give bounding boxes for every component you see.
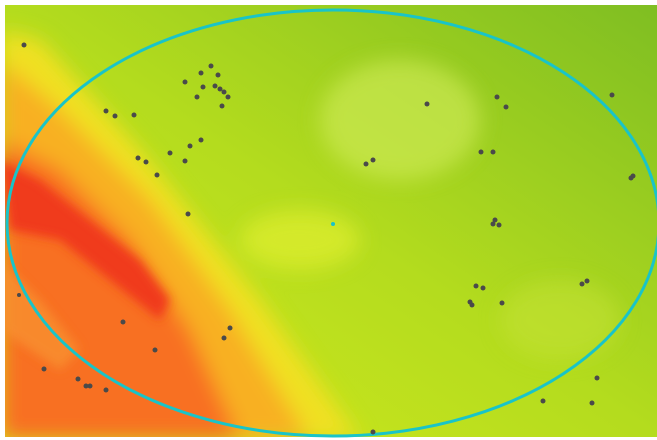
point bbox=[490, 221, 496, 227]
point bbox=[225, 94, 231, 100]
point bbox=[594, 375, 600, 381]
point bbox=[215, 72, 221, 78]
points bbox=[17, 42, 636, 435]
point bbox=[182, 79, 188, 85]
point bbox=[152, 347, 158, 353]
point bbox=[103, 387, 109, 393]
point bbox=[219, 103, 225, 109]
point bbox=[589, 400, 595, 406]
point bbox=[609, 92, 615, 98]
buffer-ellipse bbox=[5, 8, 657, 438]
point bbox=[221, 335, 227, 341]
point bbox=[503, 104, 509, 110]
point bbox=[198, 70, 204, 76]
point bbox=[167, 150, 173, 156]
point bbox=[75, 376, 81, 382]
point bbox=[194, 94, 200, 100]
point bbox=[628, 175, 634, 181]
point bbox=[494, 94, 500, 100]
point bbox=[87, 383, 93, 389]
point bbox=[496, 222, 502, 228]
point bbox=[579, 281, 585, 287]
point bbox=[103, 108, 109, 114]
point bbox=[227, 325, 233, 331]
point bbox=[21, 42, 27, 48]
point bbox=[370, 157, 376, 163]
point bbox=[217, 86, 223, 92]
point bbox=[370, 429, 376, 435]
point bbox=[185, 211, 191, 217]
point bbox=[198, 137, 204, 143]
point bbox=[478, 149, 484, 155]
point bbox=[221, 89, 227, 95]
terrain bbox=[5, 5, 657, 437]
point bbox=[120, 319, 126, 325]
point bbox=[584, 278, 590, 284]
point bbox=[540, 398, 546, 404]
point bbox=[208, 63, 214, 69]
point bbox=[490, 149, 496, 155]
point bbox=[182, 158, 188, 164]
point bbox=[131, 112, 137, 118]
point bbox=[41, 366, 47, 372]
point bbox=[212, 83, 218, 89]
point bbox=[17, 293, 21, 297]
point bbox=[499, 300, 505, 306]
point bbox=[143, 159, 149, 165]
point bbox=[200, 84, 206, 90]
point bbox=[424, 101, 430, 107]
point bbox=[112, 113, 118, 119]
point bbox=[135, 155, 141, 161]
point bbox=[473, 283, 479, 289]
point bbox=[187, 143, 193, 149]
point bbox=[363, 161, 369, 167]
point bbox=[469, 302, 475, 308]
point bbox=[480, 285, 486, 291]
center-point bbox=[331, 222, 335, 226]
point bbox=[83, 383, 89, 389]
point bbox=[492, 217, 498, 223]
point bbox=[154, 172, 160, 178]
